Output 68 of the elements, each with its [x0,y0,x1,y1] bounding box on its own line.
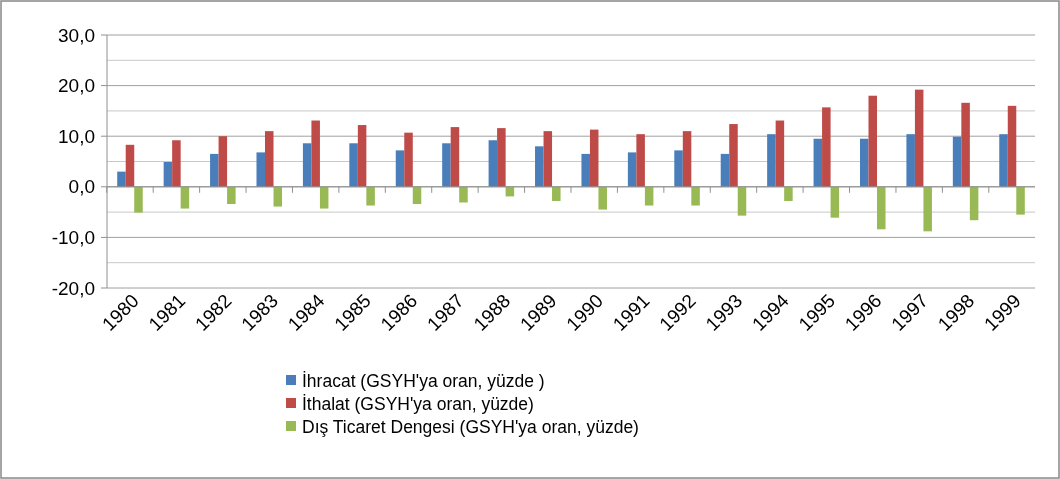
bar [366,186,375,206]
bar [969,186,979,221]
bar [868,95,878,187]
bar [543,131,553,187]
legend-label: İhracat (GSYH'ya oran, yüzde ) [302,371,545,392]
bar [210,153,219,187]
bar [914,89,924,187]
bar [961,102,970,187]
bar [412,186,422,204]
bar [357,125,367,187]
bar [636,134,645,187]
y-tick-label: -10,0 [51,227,95,249]
bar [497,128,506,187]
bar [450,127,460,187]
bar [1016,186,1025,215]
bar [822,107,831,187]
bar [442,143,451,187]
bar [264,131,274,187]
bar [311,120,320,187]
bar [302,143,312,187]
bar [134,186,143,213]
bar [952,136,962,187]
bar [395,150,405,187]
bar [180,186,190,209]
bar [691,186,700,206]
bar [488,140,498,187]
bar [859,138,869,187]
bar [813,138,823,187]
bar [737,186,747,216]
bar [535,146,544,187]
bar [644,186,654,206]
bar [349,143,358,187]
bar [117,171,126,187]
bar [125,144,135,187]
y-tick-label: 20,0 [58,75,95,97]
legend-label: İthalat (GSYH'ya oran, yüzde) [302,394,534,415]
bar [830,186,840,218]
bar [923,186,932,232]
bar [906,134,915,187]
bar [552,186,561,201]
y-tick-label: 30,0 [58,24,95,46]
bar [775,120,785,187]
bar [163,162,173,187]
y-tick-label: 10,0 [58,125,95,147]
bar [589,129,599,187]
bar [598,186,607,210]
bar [784,186,793,201]
bar [256,152,265,187]
bar [319,186,329,209]
bar [720,153,730,187]
bar [218,136,228,187]
bar [581,153,590,187]
y-tick-label: 0,0 [68,176,95,198]
bar [682,131,692,187]
bar [404,132,413,187]
bar [273,186,283,207]
y-tick-label: -20,0 [51,277,95,299]
bar [767,134,776,187]
legend-label: Dış Ticaret Dengesi (GSYH'ya oran, yüzde) [302,417,639,438]
bar [674,150,683,187]
bar [877,186,886,230]
bar [627,152,637,187]
bar [227,186,236,204]
bar [459,186,468,203]
bar [729,124,738,187]
bar [999,134,1008,187]
bar [172,140,181,187]
bar [1007,105,1017,187]
